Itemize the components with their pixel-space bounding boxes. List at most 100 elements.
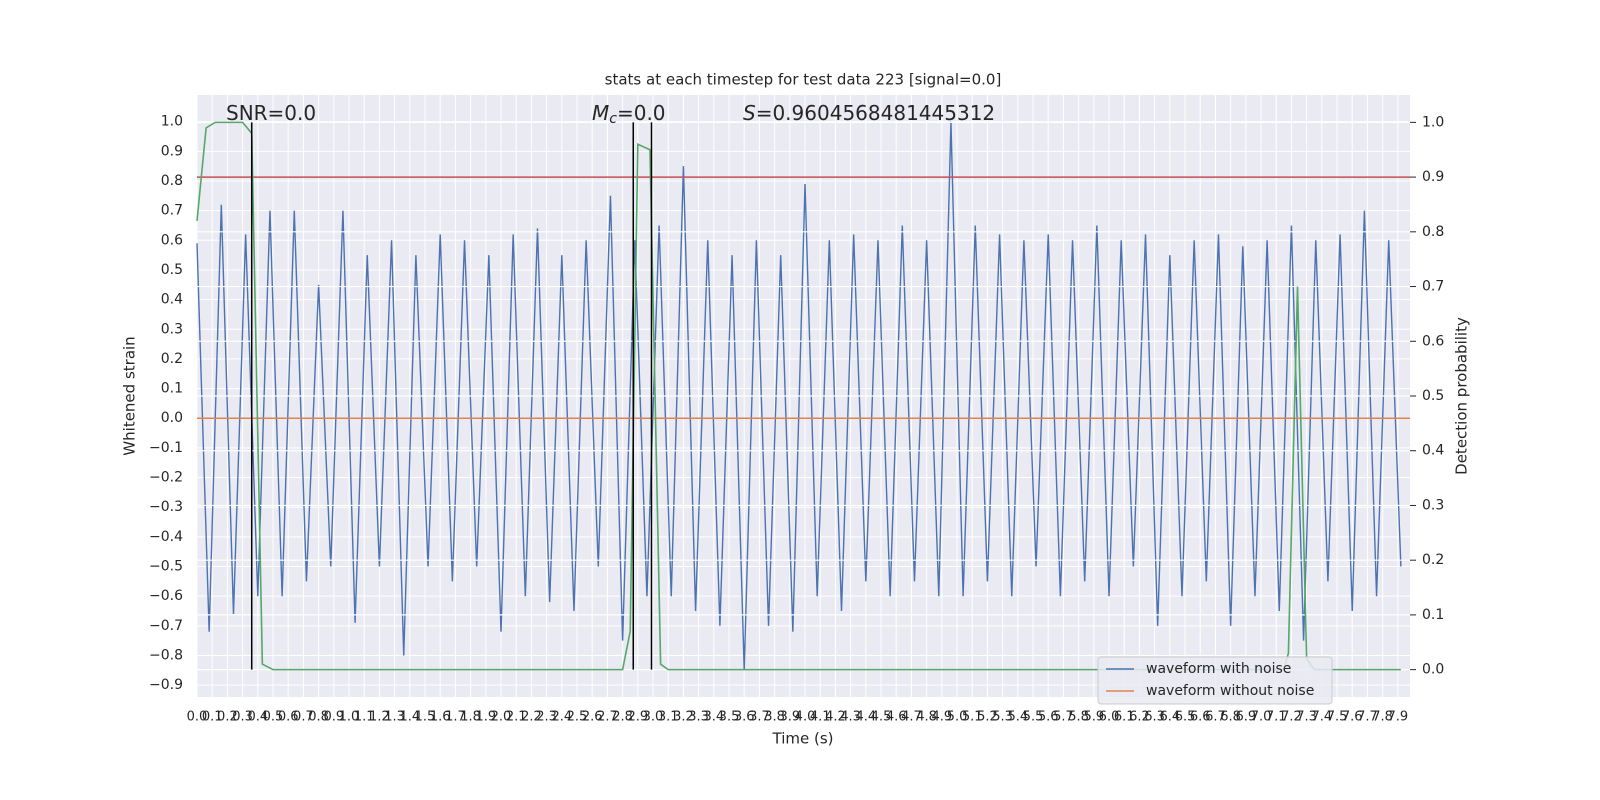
x-tick-label: 3.0 [643, 710, 664, 725]
x-tick-label: 5.5 [1023, 710, 1044, 725]
y-tick-label: 0.7 [161, 203, 183, 219]
x-tick-label: 3.1 [658, 710, 679, 725]
x-tick-label: 2.3 [536, 710, 557, 725]
annotation-part: =0.0 [617, 101, 666, 125]
x-tick-label: 2.1 [506, 710, 527, 725]
x-tick-label: 6.6 [1190, 710, 1211, 725]
x-tick-label: 5.7 [1053, 710, 1074, 725]
x-tick-label: 2.5 [567, 710, 588, 725]
x-tick-label: 3.9 [779, 710, 800, 725]
annotation-part: c [609, 111, 617, 127]
x-tick-label: 4.1 [810, 710, 831, 725]
y-tick-label: 0.4 [161, 292, 183, 308]
series-line [196, 121, 1401, 671]
x-tick-label: 7.4 [1311, 710, 1332, 725]
x-tick-label: 7.1 [1266, 710, 1287, 725]
x-tick-label: 3.5 [719, 710, 740, 725]
x-tick-label: 4.4 [855, 710, 876, 725]
x-tick-label: 2.6 [582, 710, 603, 725]
y-tick-label: −0.2 [149, 470, 183, 486]
x-tick-label: 1.1 [354, 710, 375, 725]
y-tick-label: −0.9 [149, 677, 183, 693]
x-tick-label: 5.1 [962, 710, 983, 725]
x-tick-label: 3.8 [764, 710, 785, 725]
y-tick-label: 0.9 [161, 143, 183, 159]
x-tick-label: 4.6 [886, 710, 907, 725]
x-tick-label: 0.7 [293, 710, 314, 725]
x-tick-label: 1.7 [445, 710, 466, 725]
y2-tick-label: 0.8 [1422, 224, 1444, 240]
x-tick-label: 1.0 [339, 710, 360, 725]
annotation: SNR=0.0 [226, 101, 316, 125]
x-tick-label: 1.3 [384, 710, 405, 725]
x-tick-label: 0.4 [247, 710, 268, 725]
y-tick-label: 0.8 [161, 173, 183, 189]
y-axis-label: Whitened strain [121, 336, 139, 455]
legend-label: waveform with noise [1146, 661, 1291, 677]
x-tick-label: 2.7 [597, 710, 618, 725]
x-tick-label: 6.9 [1235, 710, 1256, 725]
x-tick-label: 3.4 [703, 710, 724, 725]
x-tick-label: 4.5 [871, 710, 892, 725]
x-tick-label: 7.3 [1296, 710, 1317, 725]
x-axis-label: Time (s) [772, 730, 834, 748]
x-tick-label: 5.2 [977, 710, 998, 725]
x-tick-label: 4.9 [931, 710, 952, 725]
legend-label: waveform without noise [1146, 683, 1314, 699]
y2-tick-label: 0.3 [1422, 497, 1444, 513]
x-tick-label: 0.3 [232, 710, 253, 725]
y2-tick-label: 0.5 [1422, 388, 1444, 404]
x-tick-label: 0.5 [263, 710, 284, 725]
x-tick-label: 1.8 [460, 710, 481, 725]
x-tick-label: 6.7 [1205, 710, 1226, 725]
x-tick-label: 6.4 [1159, 710, 1180, 725]
chart-title: stats at each timestep for test data 223… [605, 71, 1002, 89]
y2-tick-label: 0.2 [1422, 552, 1444, 568]
annotation: Mc=0.0 [592, 101, 666, 128]
x-tick-label: 6.5 [1175, 710, 1196, 725]
x-tick-label: 5.3 [992, 710, 1013, 725]
x-tick-label: 3.6 [734, 710, 755, 725]
annotation-part: M [592, 101, 609, 125]
annotation-part: =0.9604568481445312 [756, 101, 995, 125]
x-tick-label: 5.6 [1038, 710, 1059, 725]
annotation: S=0.9604568481445312 [743, 101, 995, 125]
y2-tick-label: 0.7 [1422, 279, 1444, 295]
y2-tick-label: 1.0 [1422, 114, 1444, 130]
x-tick-label: 1.9 [475, 710, 496, 725]
x-tick-label: 2.9 [627, 710, 648, 725]
x-tick-label: 0.1 [202, 710, 223, 725]
y-tick-label: 0.1 [161, 381, 183, 397]
series-line [196, 121, 1402, 671]
x-tick-label: 3.7 [749, 710, 770, 725]
legend-box [1097, 656, 1333, 705]
x-tick-label: 5.8 [1068, 710, 1089, 725]
x-tick-label: 1.4 [399, 710, 420, 725]
x-tick-label: 7.9 [1387, 710, 1408, 725]
x-tick-label: 6.8 [1220, 710, 1241, 725]
x-tick-label: 7.6 [1342, 710, 1363, 725]
y2-tick-label: 0.6 [1422, 333, 1444, 349]
y-tick-label: 0.2 [161, 351, 183, 367]
x-tick-label: 2.2 [521, 710, 542, 725]
y-tick-label: 0.6 [161, 232, 183, 248]
x-tick-label: 4.2 [825, 710, 846, 725]
x-tick-label: 2.4 [551, 710, 572, 725]
y2-axis-label: Detection probability [1453, 317, 1471, 475]
y-tick-label: 0.3 [161, 321, 183, 337]
annotation-part: S [743, 101, 756, 125]
x-tick-label: 0.0 [187, 710, 208, 725]
x-tick-label: 0.9 [323, 710, 344, 725]
x-tick-label: 6.3 [1144, 710, 1165, 725]
x-tick-label: 7.7 [1357, 710, 1378, 725]
x-tick-label: 2.8 [612, 710, 633, 725]
x-tick-label: 1.5 [415, 710, 436, 725]
y-tick-label: −0.6 [149, 588, 183, 604]
x-tick-label: 0.8 [308, 710, 329, 725]
y-tick-label: 0.0 [161, 410, 183, 426]
y2-tick-label: 0.4 [1422, 443, 1444, 459]
x-tick-label: 4.8 [916, 710, 937, 725]
x-tick-label: 7.5 [1327, 710, 1348, 725]
